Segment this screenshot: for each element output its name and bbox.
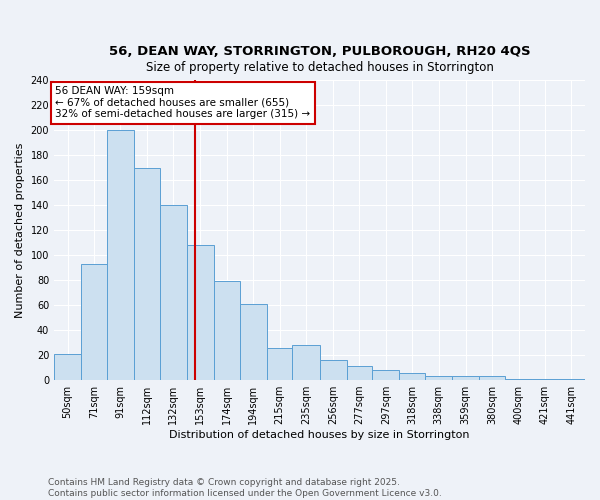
Bar xyxy=(425,376,452,380)
Bar xyxy=(239,304,266,380)
Bar xyxy=(214,282,239,380)
Bar xyxy=(134,168,160,380)
Bar xyxy=(54,354,81,380)
Bar xyxy=(505,379,532,380)
Text: 56 DEAN WAY: 159sqm
← 67% of detached houses are smaller (655)
32% of semi-detac: 56 DEAN WAY: 159sqm ← 67% of detached ho… xyxy=(55,86,310,120)
Bar xyxy=(81,264,107,380)
Bar xyxy=(452,376,479,380)
Bar xyxy=(373,370,400,380)
Y-axis label: Number of detached properties: Number of detached properties xyxy=(15,142,25,318)
X-axis label: Distribution of detached houses by size in Storrington: Distribution of detached houses by size … xyxy=(169,430,470,440)
Text: Contains HM Land Registry data © Crown copyright and database right 2025.
Contai: Contains HM Land Registry data © Crown c… xyxy=(48,478,442,498)
Text: Size of property relative to detached houses in Storrington: Size of property relative to detached ho… xyxy=(146,61,493,74)
Bar xyxy=(187,245,214,380)
Bar xyxy=(479,376,505,380)
Bar xyxy=(107,130,134,380)
Bar xyxy=(347,366,373,380)
Bar xyxy=(292,345,320,380)
Title: 56, DEAN WAY, STORRINGTON, PULBOROUGH, RH20 4QS: 56, DEAN WAY, STORRINGTON, PULBOROUGH, R… xyxy=(109,45,530,58)
Bar xyxy=(160,205,187,380)
Bar xyxy=(400,372,425,380)
Bar xyxy=(558,379,585,380)
Bar xyxy=(532,379,558,380)
Bar xyxy=(320,360,347,380)
Bar xyxy=(266,348,292,380)
